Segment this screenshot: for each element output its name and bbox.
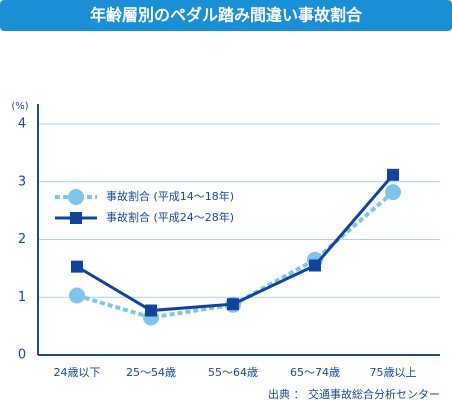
data-point (309, 259, 321, 272)
x-tick-label: 24歳以下 (54, 366, 101, 379)
title-banner (0, 0, 452, 31)
y-axis-label: (%) (11, 101, 28, 112)
data-point (71, 260, 83, 273)
x-tick-label: 55〜64歳 (208, 366, 258, 379)
y-tick-label: 0 (18, 348, 26, 363)
y-tick-label: 4 (18, 117, 26, 132)
data-point (69, 287, 85, 304)
legend-marker (70, 212, 82, 224)
x-tick-label: 25〜54歳 (126, 366, 176, 379)
data-point (145, 304, 157, 317)
data-point (387, 168, 399, 181)
chart-title: 年齢層別のペダル踏み間違い事故割合 (90, 6, 363, 25)
data-point (227, 298, 239, 311)
legend-label: 事故割合 (平成14〜18年) (106, 189, 234, 203)
y-tick-label: 1 (18, 290, 26, 305)
x-tick-label: 65〜74歳 (290, 366, 340, 379)
y-tick-label: 3 (18, 174, 26, 189)
legend-label: 事故割合 (平成24〜28年) (106, 210, 234, 224)
data-point (385, 184, 401, 201)
y-tick-label: 2 (18, 232, 26, 247)
source: 出典 ： 交通事故総合分析センター (268, 387, 440, 401)
x-tick-label: 75歳以上 (370, 366, 417, 379)
legend-marker (68, 189, 84, 205)
